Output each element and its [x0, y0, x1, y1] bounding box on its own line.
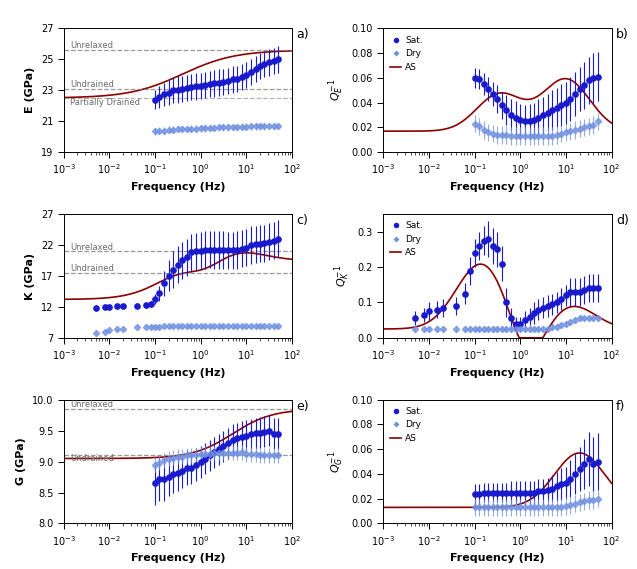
X-axis label: Frequency (Hz): Frequency (Hz): [450, 553, 545, 563]
Text: Partially Drained: Partially Drained: [70, 98, 140, 107]
Y-axis label: G (GPa): G (GPa): [17, 438, 26, 485]
Y-axis label: K (GPa): K (GPa): [25, 253, 35, 299]
Text: Unrelaxed: Unrelaxed: [70, 242, 113, 251]
Y-axis label: $Q_{K}^{-1}$: $Q_{K}^{-1}$: [333, 265, 352, 287]
Text: Undrained: Undrained: [70, 265, 114, 273]
X-axis label: Frequency (Hz): Frequency (Hz): [131, 368, 225, 378]
Legend: Sat., Dry, AS: Sat., Dry, AS: [388, 33, 426, 75]
X-axis label: Frequency (Hz): Frequency (Hz): [450, 368, 545, 378]
Text: b): b): [616, 28, 629, 42]
Text: Unrelaxed: Unrelaxed: [70, 400, 113, 409]
Text: f): f): [616, 399, 626, 413]
Text: e): e): [297, 399, 309, 413]
X-axis label: Frequency (Hz): Frequency (Hz): [131, 553, 225, 563]
Text: d): d): [616, 214, 629, 227]
Legend: Sat., Dry, AS: Sat., Dry, AS: [388, 218, 426, 260]
Legend: Sat., Dry, AS: Sat., Dry, AS: [388, 404, 426, 446]
Y-axis label: $Q_{E}^{-1}$: $Q_{E}^{-1}$: [326, 79, 346, 101]
Text: Undrained: Undrained: [70, 80, 114, 89]
Y-axis label: $Q_{G}^{-1}$: $Q_{G}^{-1}$: [326, 451, 346, 473]
Text: c): c): [297, 214, 308, 227]
Text: Undrained: Undrained: [70, 454, 114, 463]
Text: Unrelaxed: Unrelaxed: [70, 41, 113, 50]
X-axis label: Frequency (Hz): Frequency (Hz): [450, 182, 545, 192]
Text: a): a): [297, 28, 309, 42]
Y-axis label: E (GPa): E (GPa): [25, 67, 35, 113]
X-axis label: Frequency (Hz): Frequency (Hz): [131, 182, 225, 192]
